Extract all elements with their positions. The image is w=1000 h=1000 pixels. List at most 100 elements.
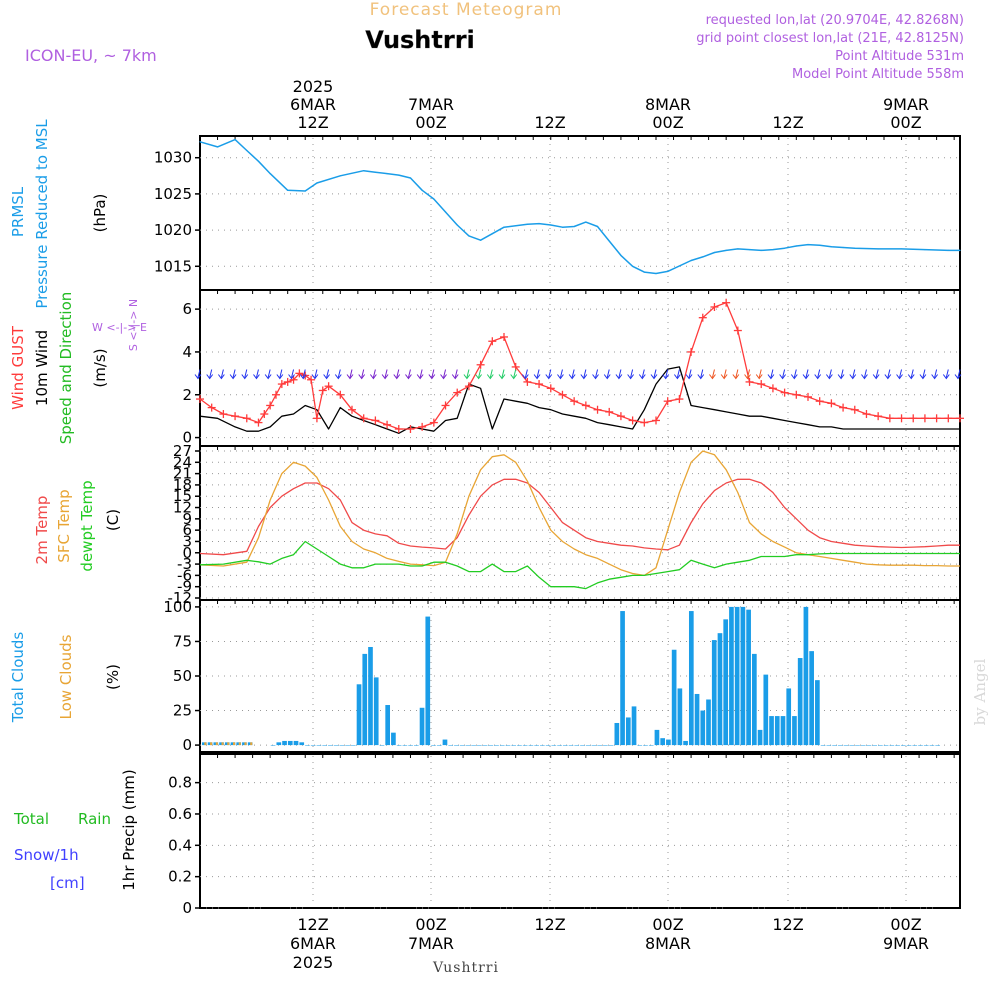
wind-direction-arrow [954,369,962,380]
wind-gust-line [199,302,960,430]
cloud-total-bar [797,658,803,746]
wind-direction-arrow [825,369,833,380]
pressure-point [573,225,575,228]
wind-arrow-head [592,374,599,380]
wind-arrow-head [369,374,377,380]
wind-direction-arrow [533,369,541,380]
cloud-label-low: Low Clouds [57,634,75,719]
wind-arrow-head [217,374,225,380]
cloud-total-bar [459,745,465,746]
gust-marker [289,375,298,384]
precip-unit: 1hr Precip (mm) [120,769,138,890]
wind-arrow-shaft [782,369,786,378]
temp-label-sfc: SFC Temp [55,489,73,562]
pressure-point [690,259,692,262]
wind-arrow-head [767,374,775,380]
gust-marker [312,414,321,423]
cloud-total-bar [688,611,694,746]
temp-labels: 2m Temp SFC Temp dewpt Temp (C) [33,480,122,571]
xlabel-top-0-1: 6MAR [290,95,336,114]
cloud-total-bar [402,745,408,746]
wind-direction-arrow [603,369,611,380]
wind-arrow-shaft [735,369,739,378]
precip-label-cm: [cm] [50,874,85,892]
wind-arrow-shaft [209,369,213,378]
wind-direction-arrow [919,369,927,380]
pressure-point [456,224,458,226]
cloud-total-bar [706,699,711,746]
ytick-label-pressure-3: 1030 [154,149,192,167]
cloud-total-bar [603,745,608,746]
wind-arrow-shaft [361,369,365,378]
wind-unit: (m/s) [91,348,109,387]
panel-frame-wind [199,289,961,447]
cloud-total-bar [345,745,350,746]
wind-arrow-head [697,374,705,380]
cloud-total-bar [305,745,310,746]
cloud-total-bar [379,745,385,746]
wind-arrow-shaft [770,369,774,378]
cloud-total-bar [683,740,688,746]
temp-sfc-line [199,450,960,577]
wind-direction-arrow [463,369,471,380]
ytick-label-precip-3: 0.6 [168,805,192,823]
wind-direction-arrow [323,369,331,380]
wind-arrow-shaft [524,369,528,378]
wind-arrow-head [346,374,354,380]
pressure-point [842,246,844,249]
pressure-point [819,244,821,246]
cloud-total-bar [471,745,476,746]
gust-marker [687,347,696,356]
wind-arrow-shaft [793,369,797,378]
wind-direction-arrow [288,369,295,380]
pressure-point [643,271,645,273]
pressure-point [900,248,903,250]
panel-frame-temp [199,445,961,601]
wind-direction-arrow [907,369,915,380]
wind-direction-arrow [206,369,214,380]
pressure-point [468,235,470,237]
pressure-point [199,141,201,143]
cloud-total-bar [551,745,557,746]
pressure-point [234,139,236,141]
xlabel-top-3-0: 8MAR [645,95,691,114]
cloud-total-bar [442,739,448,746]
gust-marker [295,369,304,378]
cloud-total-bar [511,745,517,746]
wind-direction-arrow [697,369,705,380]
cloud-total-bar [580,745,585,746]
gust-marker [827,399,836,408]
wind-direction-arrow [311,369,319,380]
pressure-point [620,254,622,257]
wind-arrow-head [779,374,787,380]
gust-marker [231,412,240,421]
gust-marker [605,407,614,416]
wind-arrow-head [194,374,202,380]
pressure-point [632,265,634,267]
cloud-total-bar [545,745,551,746]
wind-direction-arrow [358,369,366,380]
pressure-label-msl: Pressure Reduced to MSL [33,119,51,309]
ytick-label-wind-1: 2 [182,386,192,404]
wind-direction-arrow [369,369,377,380]
wind-arrow-head [521,374,529,380]
cloud-total-bar [815,680,820,746]
gust-marker [272,390,280,399]
cloud-total-bar [729,606,734,746]
cloud-total-bar [792,716,797,746]
wind-arrow-shaft [700,369,704,378]
gust-marker [932,414,941,423]
cloud-low-bar [221,742,224,746]
wind-arrow-head [381,374,389,380]
temp-unit: (C) [104,509,122,531]
pressure-point [760,249,762,251]
wind-arrow-shaft [653,369,657,378]
cloud-total-bar [923,745,929,746]
wind-arrow-shaft [489,369,493,378]
cloud-low-bar [244,742,247,746]
cloud-total-bar [752,653,757,746]
cloud-low-bar [210,742,213,746]
wind-arrow-shaft [676,369,680,378]
